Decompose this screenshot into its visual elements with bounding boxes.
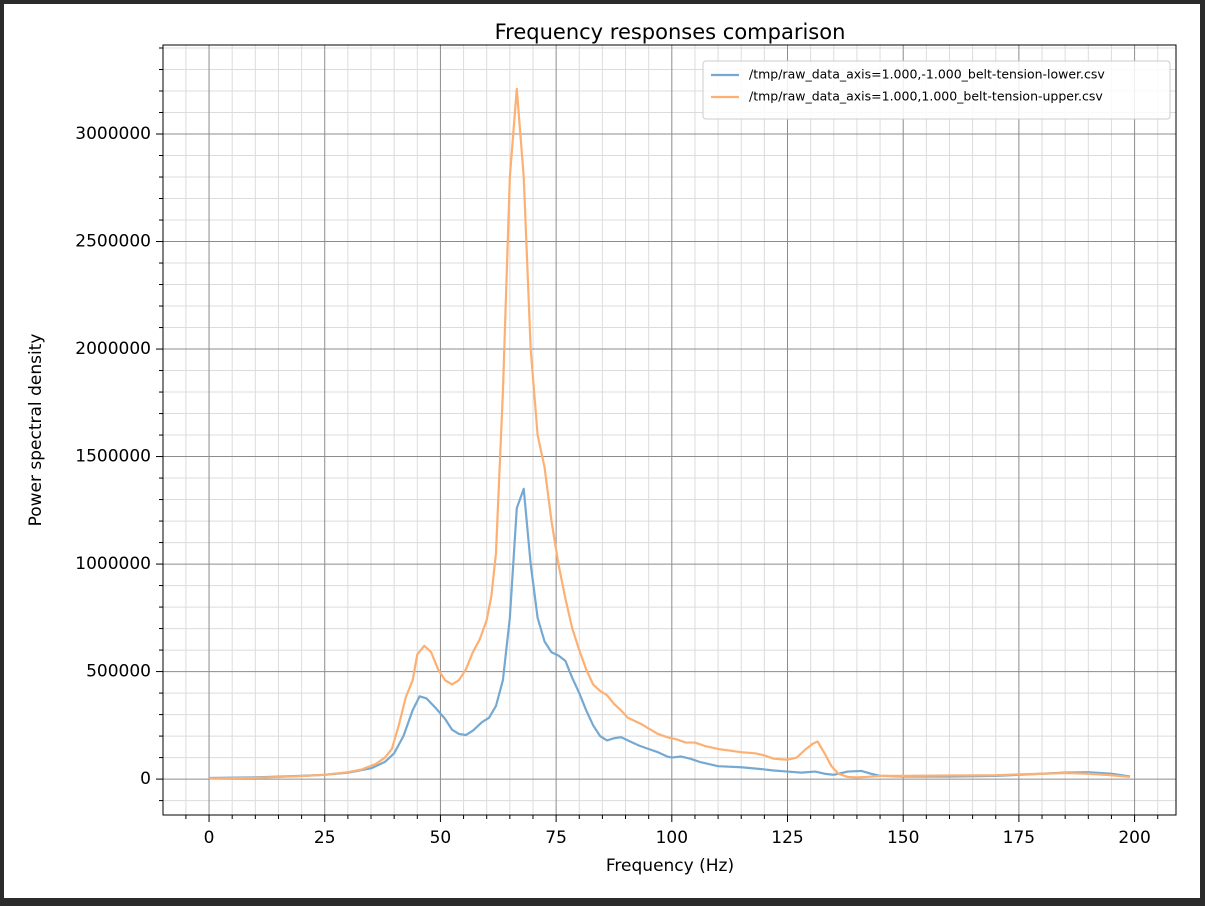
- x-tick-label: 150: [887, 828, 919, 848]
- y-axis-label: Power spectral density: [26, 334, 46, 527]
- plot-lines: [209, 87, 1131, 780]
- legend-label: /tmp/raw_data_axis=1.000,-1.000_belt-ten…: [749, 67, 1105, 82]
- legend: /tmp/raw_data_axis=1.000,-1.000_belt-ten…: [702, 60, 1171, 120]
- x-tick-label: 0: [204, 828, 215, 848]
- ticks: 0 25 50 75 100 125 150 175 200 0 500000 1000000 1500…: [75, 47, 1159, 848]
- grid: [163, 45, 1176, 815]
- y-tick-label: 0: [140, 769, 151, 789]
- x-tick-label: 125: [771, 828, 803, 848]
- x-tick-label: 25: [314, 828, 336, 848]
- series-line: [209, 87, 1131, 780]
- y-tick-label: 3000000: [75, 124, 151, 144]
- x-tick-label: 100: [656, 828, 688, 848]
- legend-box: [702, 60, 1171, 120]
- y-tick-label: 500000: [86, 662, 151, 682]
- y-tick-label: 1000000: [75, 554, 151, 574]
- x-tick-label: 50: [430, 828, 452, 848]
- x-tick-label: 75: [545, 828, 567, 848]
- y-tick-label: 2500000: [75, 232, 151, 252]
- chart-title: Frequency responses comparison: [495, 20, 846, 44]
- x-axis-label: Frequency (Hz): [606, 856, 734, 876]
- series-line: [209, 487, 1131, 780]
- y-tick-label: 2000000: [75, 339, 151, 359]
- x-tick-label: 175: [1003, 828, 1035, 848]
- axes-frame: [162, 44, 1177, 816]
- y-tick-label: 1500000: [75, 447, 151, 467]
- legend-label: /tmp/raw_data_axis=1.000,1.000_belt-tens…: [749, 89, 1103, 104]
- x-tick-label: 200: [1118, 828, 1150, 848]
